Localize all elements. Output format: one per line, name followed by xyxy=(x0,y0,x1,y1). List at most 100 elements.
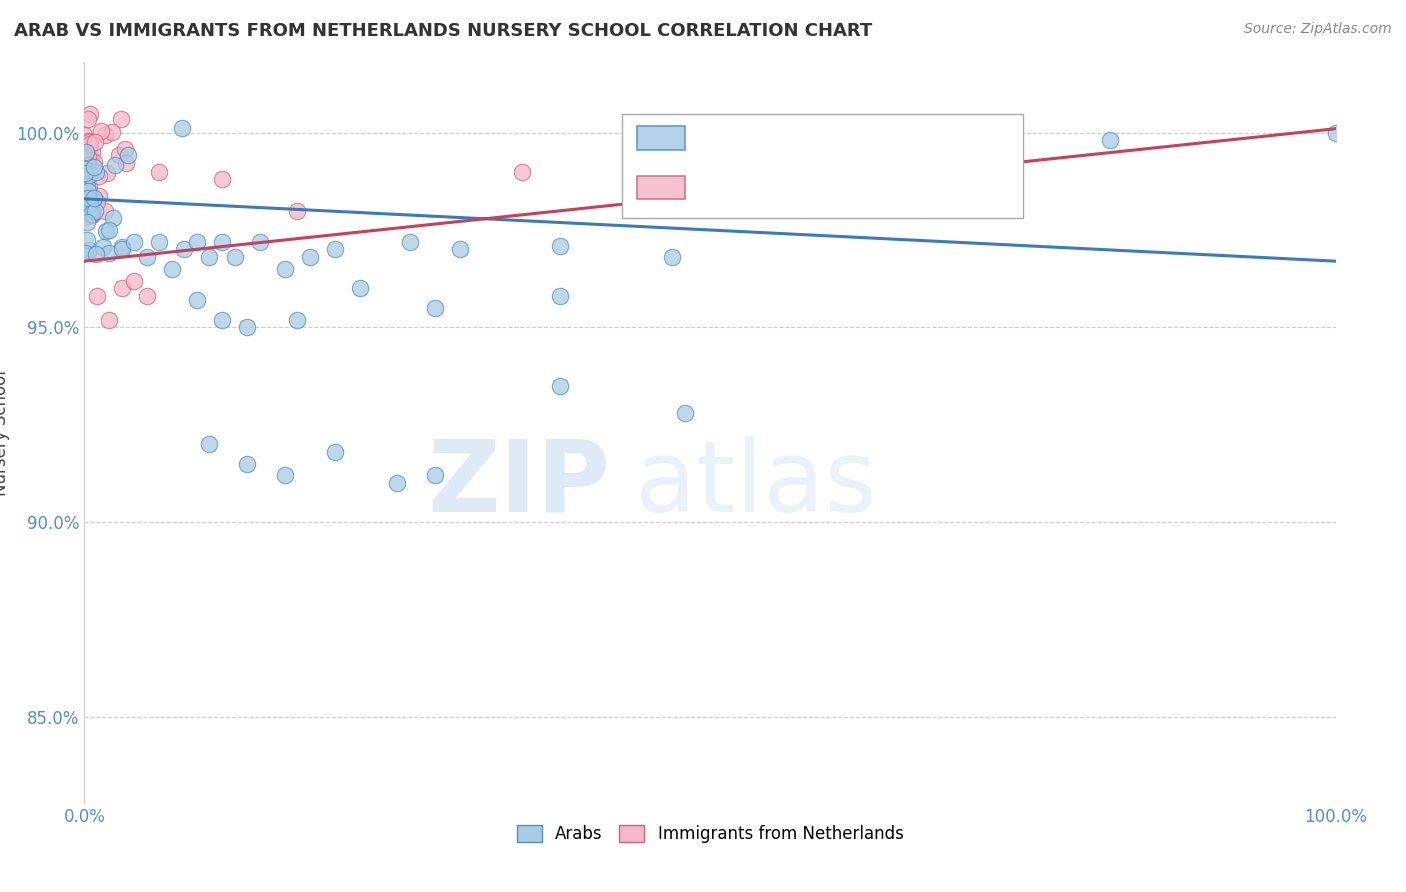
Point xyxy=(82,192,104,206)
Point xyxy=(285,312,308,326)
Point xyxy=(198,250,221,264)
Point xyxy=(236,320,259,334)
Point xyxy=(273,468,295,483)
Point xyxy=(76,172,98,186)
Point xyxy=(114,142,136,156)
Point xyxy=(82,145,104,160)
Point xyxy=(75,198,97,212)
Text: R =: R = xyxy=(700,128,742,147)
Point xyxy=(186,235,208,249)
Point xyxy=(86,195,108,210)
Point xyxy=(1099,133,1122,147)
Text: N =: N = xyxy=(823,178,866,196)
Point xyxy=(84,165,107,179)
Point xyxy=(548,379,571,393)
Point xyxy=(148,164,170,178)
Point xyxy=(80,207,103,221)
Point xyxy=(148,235,170,249)
Point xyxy=(117,148,139,162)
Text: atlas: atlas xyxy=(636,436,876,533)
Point xyxy=(77,112,100,126)
Point xyxy=(124,274,146,288)
Point xyxy=(89,124,111,138)
Point xyxy=(80,206,103,220)
Point xyxy=(77,196,100,211)
Point xyxy=(76,179,98,194)
Point xyxy=(512,164,534,178)
Point xyxy=(96,166,118,180)
Point xyxy=(323,243,346,257)
Point xyxy=(111,243,134,257)
Point xyxy=(160,262,183,277)
Point xyxy=(79,150,101,164)
Point xyxy=(76,163,98,178)
Point xyxy=(76,214,98,228)
Point xyxy=(101,125,124,139)
Point xyxy=(73,148,96,162)
Point xyxy=(79,197,101,211)
Point xyxy=(273,262,295,277)
FancyBboxPatch shape xyxy=(637,176,685,200)
Point xyxy=(211,312,233,326)
Point xyxy=(398,235,420,249)
Point xyxy=(224,250,246,264)
Point xyxy=(423,301,446,315)
Point xyxy=(108,148,131,162)
Point xyxy=(77,179,100,194)
FancyBboxPatch shape xyxy=(623,114,1024,218)
Point xyxy=(673,406,696,420)
Point xyxy=(77,184,100,198)
Point xyxy=(76,233,98,247)
Text: R =: R = xyxy=(700,178,749,196)
Point xyxy=(77,243,100,257)
Point xyxy=(84,203,107,218)
Point xyxy=(83,155,105,169)
Point xyxy=(198,437,221,451)
Point xyxy=(79,201,101,215)
Point xyxy=(186,293,208,307)
Point xyxy=(236,457,259,471)
Point xyxy=(83,191,105,205)
Point xyxy=(80,208,103,222)
Point xyxy=(83,136,105,150)
Point xyxy=(136,289,159,303)
Point xyxy=(1324,126,1347,140)
Point xyxy=(76,134,98,148)
Point xyxy=(75,145,97,160)
FancyBboxPatch shape xyxy=(637,126,685,150)
Point xyxy=(80,164,103,178)
Point xyxy=(93,240,115,254)
Point xyxy=(98,223,121,237)
Legend: Arabs, Immigrants from Netherlands: Arabs, Immigrants from Netherlands xyxy=(510,819,910,850)
Point xyxy=(77,168,100,182)
Point xyxy=(73,128,96,143)
Point xyxy=(75,162,97,177)
Text: 0.359: 0.359 xyxy=(748,178,808,196)
Point xyxy=(79,136,101,151)
Point xyxy=(298,250,321,264)
Text: N =: N = xyxy=(823,128,866,147)
Point xyxy=(385,476,409,491)
Point xyxy=(111,281,134,295)
Point xyxy=(86,289,108,303)
Point xyxy=(87,188,110,202)
Point xyxy=(84,247,107,261)
Point xyxy=(73,165,96,179)
Point xyxy=(77,161,100,176)
Point xyxy=(76,158,98,172)
Point xyxy=(449,243,471,257)
Point xyxy=(323,445,346,459)
Point xyxy=(423,468,446,483)
Point xyxy=(211,235,233,249)
Point xyxy=(111,240,134,254)
Point xyxy=(83,160,105,174)
Point xyxy=(548,238,571,252)
Point xyxy=(87,169,110,183)
Point xyxy=(73,148,96,162)
Point xyxy=(211,172,233,186)
Point xyxy=(77,136,100,150)
Point xyxy=(94,224,117,238)
Point xyxy=(101,211,124,225)
Point xyxy=(548,289,571,303)
Text: -0.084: -0.084 xyxy=(748,128,817,147)
